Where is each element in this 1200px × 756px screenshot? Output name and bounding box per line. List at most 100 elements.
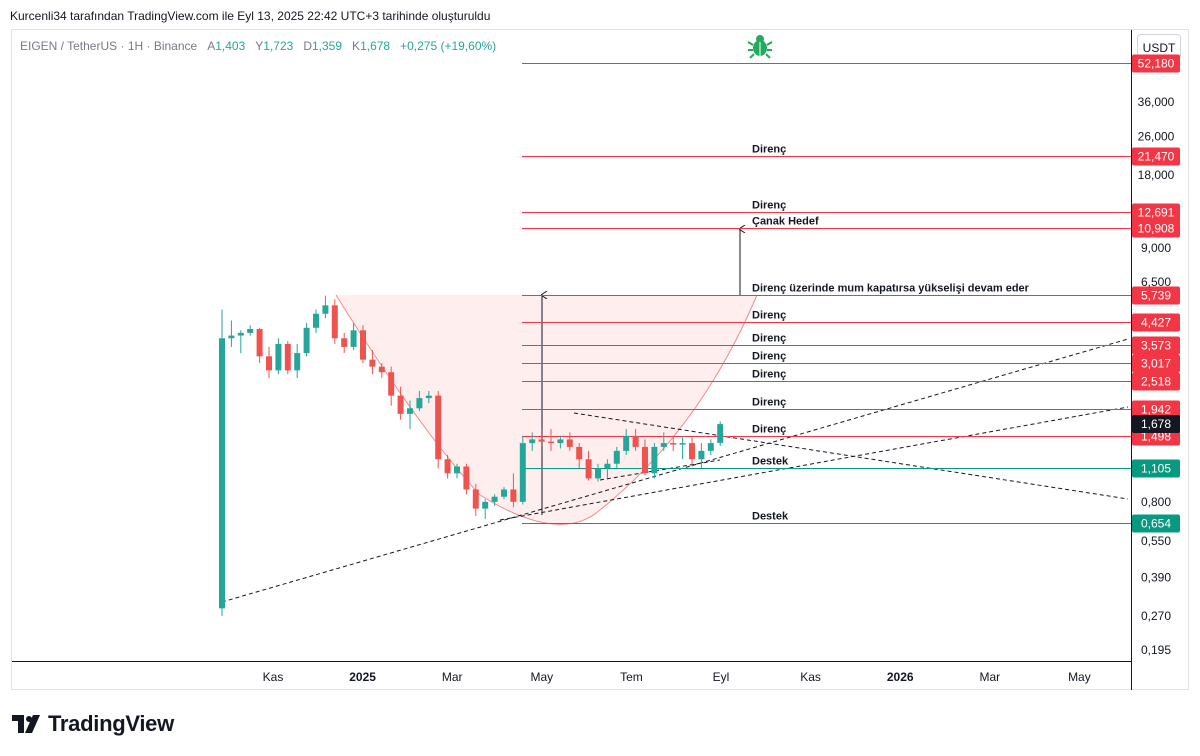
price-tag: 1,105 [1141, 462, 1171, 476]
level-label: Direnç [752, 397, 786, 409]
close-label: K [352, 39, 361, 53]
price-tick-label: 26,000 [1138, 129, 1175, 143]
time-axis-border [12, 661, 1131, 662]
candle-body [266, 356, 272, 371]
high-value: 1,723 [263, 39, 294, 53]
bug-icon[interactable] [747, 35, 773, 59]
open-label: A [207, 39, 216, 53]
price-tag-bg [1132, 54, 1180, 73]
time-tick-label: Mar [979, 670, 1000, 684]
candle-body [435, 395, 442, 460]
level-label: Çanak Hedef [752, 216, 819, 228]
candle-body [585, 459, 592, 479]
lower-trendline-short [499, 406, 1129, 521]
price-tag: 4,427 [1141, 316, 1171, 330]
chart-frame [11, 29, 1189, 690]
price-tick-label: 18,000 [1138, 168, 1175, 182]
tradingview-wordmark: TradingView [48, 711, 174, 736]
time-tick-label: 2025 [349, 670, 376, 684]
price-tag-bg [1132, 354, 1180, 373]
cup-curve [335, 294, 758, 525]
price-tag: 1,942 [1141, 403, 1171, 417]
price-tick-label: 0,270 [1141, 609, 1171, 623]
level-label: Direnç [752, 200, 786, 212]
low-value: 1,359 [312, 39, 343, 53]
candle-body [425, 395, 432, 399]
descending-trendline [573, 412, 1129, 500]
candle-body [247, 329, 254, 333]
candle-body [378, 366, 385, 373]
candle-body [416, 398, 423, 409]
candle-body [689, 443, 695, 460]
time-tick-label: 2026 [887, 670, 914, 684]
lower-trendline-long [221, 338, 1129, 603]
candle-body [275, 343, 282, 371]
candle-body [623, 435, 630, 451]
candle-body [444, 459, 451, 474]
candle-body [472, 489, 479, 509]
price-tag-bg [1132, 514, 1180, 533]
price-tag: 21,470 [1138, 150, 1175, 164]
candle-body [454, 466, 460, 474]
candle-body [660, 443, 667, 447]
price-tick-label: 9,000 [1141, 241, 1171, 255]
candle-body [557, 439, 564, 444]
candle-body [651, 446, 658, 474]
candle-body [698, 450, 705, 460]
candle-body [538, 439, 545, 442]
open-value: 1,403 [215, 39, 246, 53]
candle-body [463, 466, 470, 490]
price-tag: 2,518 [1141, 375, 1171, 389]
candle-body [613, 450, 620, 464]
candle-body [548, 441, 554, 444]
price-tick-label: 36,000 [1138, 95, 1175, 109]
candle-body [360, 330, 366, 360]
price-tag: 10,908 [1138, 222, 1175, 236]
candle-body [303, 327, 310, 354]
candle-body [341, 338, 348, 347]
level-label: Direnç [752, 424, 786, 436]
price-tag-bg [1132, 372, 1180, 391]
level-label: Direnç [752, 144, 786, 156]
symbol-title[interactable]: EIGEN / TetherUS · 1H · Binance [20, 39, 198, 53]
level-label: Direnç [752, 310, 786, 322]
price-tag: 3,573 [1141, 339, 1171, 353]
time-tick-label: Tem [620, 670, 643, 684]
triangle-lower-edge [599, 459, 721, 481]
time-tick-label: May [1068, 670, 1091, 684]
level-label: Destek [752, 456, 789, 468]
candle-body [670, 443, 677, 445]
price-tick-label: 0,195 [1141, 643, 1171, 657]
price-tag: 0,654 [1141, 517, 1171, 531]
candle-body [576, 446, 583, 460]
candle-body [313, 313, 319, 328]
candle-body [369, 359, 376, 367]
candle-body [482, 501, 489, 509]
time-tick-label: Eyl [713, 670, 730, 684]
candle-body [284, 343, 291, 371]
price-tag-bg [1132, 459, 1180, 478]
low-label: D [303, 39, 312, 53]
level-label: Destek [752, 511, 789, 523]
tradingview-logo-icon [12, 715, 40, 733]
candle-body [294, 353, 301, 371]
candle-body [407, 408, 413, 414]
price-tag: 3,017 [1141, 357, 1171, 371]
symbol-info-bar: EIGEN / TetherUS · 1H · Binance A1,403 Y… [20, 39, 496, 53]
candle-body [491, 496, 498, 502]
candle-body [679, 443, 686, 445]
price-tick-label: 0,390 [1141, 570, 1171, 584]
tradingview-logo[interactable]: TradingView [12, 710, 174, 738]
high-label: Y [255, 39, 264, 53]
level-label: Direnç [752, 351, 786, 363]
candle-body [397, 395, 404, 414]
close-value: 1,678 [360, 39, 391, 53]
time-tick-label: Kas [263, 670, 284, 684]
candle-body [256, 329, 263, 357]
candle-body [237, 332, 244, 336]
candle-body [529, 439, 536, 444]
price-tag: 52,180 [1138, 57, 1175, 71]
chart-caption: Kurcenli34 tarafından TradingView.com il… [10, 9, 491, 23]
candle-body [219, 338, 225, 609]
